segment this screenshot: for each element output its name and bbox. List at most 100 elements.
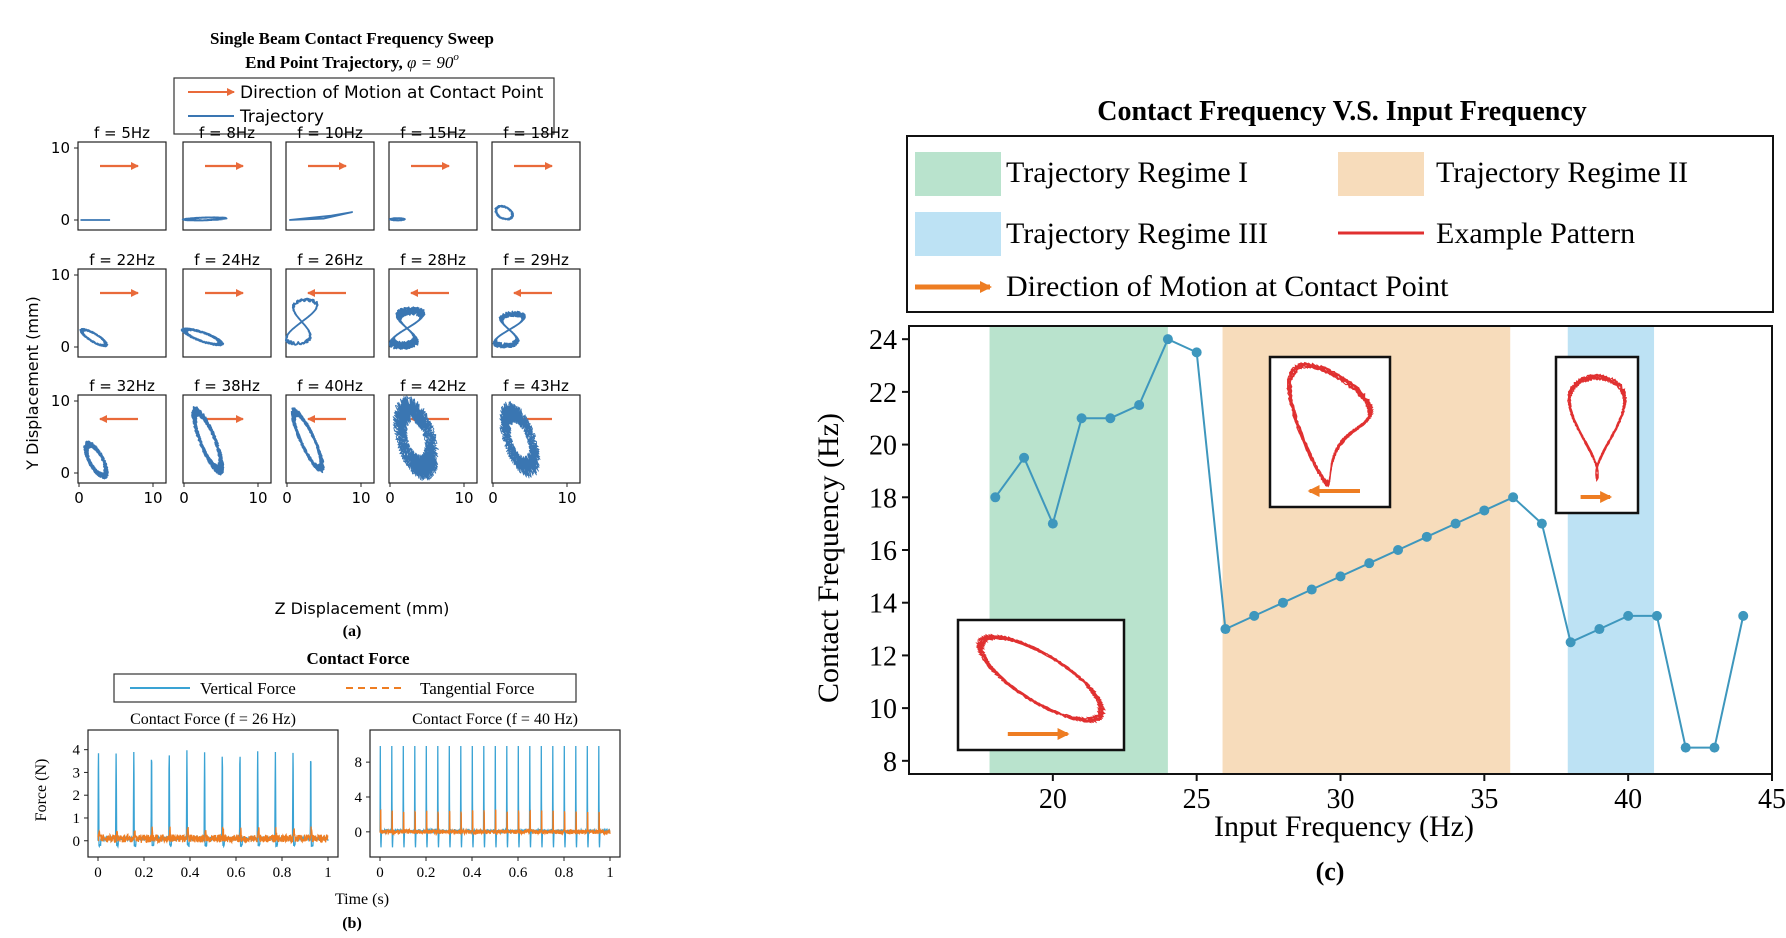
data-point <box>1393 545 1404 555</box>
data-point <box>1680 742 1691 753</box>
trajectory-curve <box>79 327 109 348</box>
panel-a-caption: (a) <box>343 623 362 640</box>
force-plots: Contact Force (f = 26 Hz) 0 1 2 3 4 0 0.2 0.4 0.6… <box>73 711 621 881</box>
xtick-label: 0.8 <box>273 865 292 881</box>
force-plot: Contact Force (f = 26 Hz) 0 1 2 3 4 0 0.2 0.4 0.6… <box>73 711 339 881</box>
ytick-label: 14 <box>869 589 897 620</box>
xtick-label: 0.4 <box>181 865 200 881</box>
trajectory-subplot: f = 29Hz <box>491 251 581 358</box>
chart-xlabel: Input Frequency (Hz) <box>1214 810 1474 843</box>
trajectory-subplot: f = 43Hz 0 10 <box>488 377 581 507</box>
panel-c-legend: Trajectory Regime I Trajectory Regime II… <box>906 135 1774 313</box>
trajectory-curve <box>180 327 225 347</box>
subplot-title: f = 32Hz <box>89 377 155 395</box>
trajectory-curve <box>191 406 225 476</box>
subplot-title: f = 5Hz <box>94 124 150 142</box>
trajectory-curve <box>494 204 514 221</box>
panel-c: Contact Frequency V.S. Input Frequency T… <box>812 96 1786 886</box>
trajectory-curve <box>289 211 354 221</box>
trajectory-curve <box>388 217 406 222</box>
xtick-label: 0 <box>282 489 292 507</box>
xtick-label: 0 <box>179 489 189 507</box>
trajectory-subplot: f = 28Hz <box>388 251 478 358</box>
trajectory-curve <box>492 310 526 349</box>
data-point <box>1249 610 1260 621</box>
data-point <box>1450 518 1461 529</box>
data-point <box>1565 637 1576 648</box>
trajectory-curve <box>388 306 426 350</box>
force-plot-title: Contact Force (f = 26 Hz) <box>130 711 296 728</box>
subplot-title: f = 42Hz <box>400 377 466 395</box>
data-point <box>1277 597 1288 608</box>
data-point <box>1019 452 1030 463</box>
data-point <box>1162 334 1173 345</box>
data-point <box>1076 413 1087 424</box>
subplot-title: f = 22Hz <box>89 251 155 269</box>
ytick-label: 10 <box>51 139 70 157</box>
panel-b: Contact Force Vertical Force Tangential … <box>33 649 621 932</box>
legend-tangential-force-label: Tangential Force <box>420 679 534 698</box>
panel-a-legend: Direction of Motion at Contact Point Tra… <box>173 77 555 135</box>
xtick-label: 1 <box>324 865 332 881</box>
data-point <box>1508 492 1519 503</box>
trajectory-subplot: f = 22Hz 10 0 <box>51 251 167 358</box>
subplot-title: f = 24Hz <box>194 251 260 269</box>
ytick-label: 3 <box>73 765 81 781</box>
ytick-label: 2 <box>73 788 81 804</box>
ytick-label: 4 <box>73 743 81 759</box>
ytick-label: 12 <box>869 641 897 672</box>
subplot-frame <box>77 141 167 231</box>
data-point <box>1047 518 1058 529</box>
xtick-label: 45 <box>1758 784 1786 815</box>
data-point <box>1594 624 1605 635</box>
ytick-label: 18 <box>869 483 897 514</box>
subplot-frame <box>285 268 375 358</box>
xtick-label: 20 <box>1039 784 1067 815</box>
subplot-frame <box>491 141 581 231</box>
legend-arrow-label: Direction of Motion at Contact Point <box>240 83 544 103</box>
ytick-label: 0 <box>73 834 81 850</box>
xtick-label: 0.6 <box>509 865 528 881</box>
subplot-title: f = 8Hz <box>199 124 255 142</box>
data-point <box>1536 518 1547 529</box>
data-point <box>990 492 1001 503</box>
data-point <box>1421 531 1432 542</box>
example-pattern-curve <box>1286 361 1375 488</box>
data-point <box>1623 610 1634 621</box>
trajectory-curve <box>285 297 319 346</box>
xtick-label: 0 <box>94 865 102 881</box>
legend-example-pattern-label: Example Pattern <box>1436 217 1635 250</box>
chart-title: Contact Frequency V.S. Input Frequency <box>1097 96 1587 127</box>
contact-frequency-chart: 20 25 30 35 40 45 8 10 12 14 16 18 20 22 24 <box>869 325 1786 815</box>
trajectory-subplot: f = 24Hz <box>180 251 272 358</box>
example-pattern-curve <box>975 633 1106 724</box>
ytick-label: 0 <box>60 464 70 482</box>
ytick-label: 10 <box>869 694 897 725</box>
legend-vertical-force-label: Vertical Force <box>200 679 296 698</box>
xtick-label: 0 <box>385 489 395 507</box>
xtick-label: 1 <box>606 865 614 881</box>
trajectory-curve <box>499 400 541 479</box>
chart-ylabel: Contact Frequency (Hz) <box>812 413 845 703</box>
subplot-title: f = 43Hz <box>503 377 569 395</box>
ytick-label: 4 <box>355 790 363 806</box>
trajectory-subplot: f = 8Hz <box>181 124 272 231</box>
subplot-frame <box>182 268 272 358</box>
inset-frame <box>1554 355 1640 515</box>
example-pattern-curve <box>1567 373 1628 482</box>
xtick-label: 0.2 <box>135 865 154 881</box>
data-point <box>1191 347 1202 358</box>
panel-b-xlabel: Time (s) <box>335 891 389 908</box>
xtick-label: 40 <box>1614 784 1642 815</box>
ytick-label: 0 <box>60 338 70 356</box>
ytick-label: 8 <box>355 755 363 771</box>
xtick-label: 10 <box>557 489 576 507</box>
trajectory-subplot: f = 40Hz 0 10 <box>282 377 375 507</box>
legend-regime1-swatch <box>915 152 1001 196</box>
xtick-label: 0 <box>74 489 84 507</box>
xtick-label: 35 <box>1470 784 1498 815</box>
xtick-label: 25 <box>1183 784 1211 815</box>
legend-direction-label: Direction of Motion at Contact Point <box>1006 270 1449 303</box>
xtick-label: 0.2 <box>417 865 436 881</box>
